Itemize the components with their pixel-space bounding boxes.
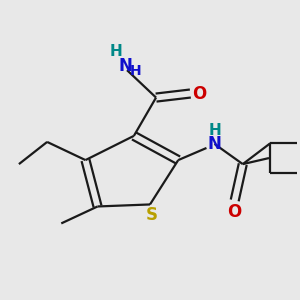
Text: H: H	[208, 123, 221, 138]
Text: O: O	[228, 203, 242, 221]
Text: H: H	[109, 44, 122, 59]
Text: N: N	[208, 135, 221, 153]
Text: H: H	[130, 64, 142, 78]
Text: N: N	[118, 57, 132, 75]
Text: O: O	[192, 85, 206, 103]
Text: S: S	[146, 206, 158, 224]
